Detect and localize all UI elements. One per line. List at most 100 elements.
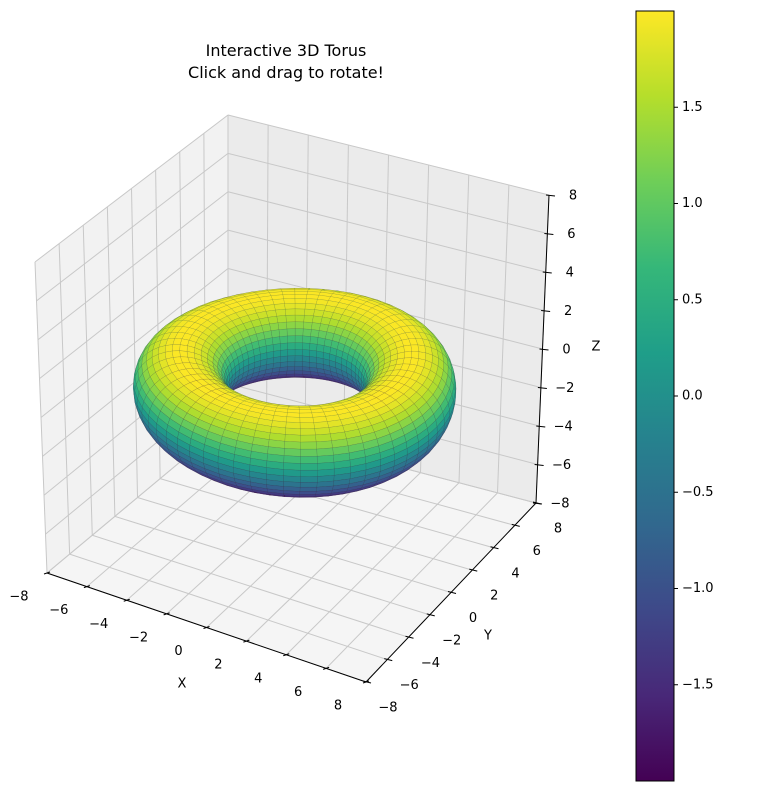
- surface-patch: [195, 418, 212, 432]
- surface-patch: [294, 321, 304, 329]
- surface-patch: [299, 417, 314, 423]
- surface-patch: [305, 298, 318, 305]
- z-tick-mark: [541, 310, 551, 312]
- surface-patch: [284, 441, 301, 450]
- pane-floor: [47, 422, 536, 682]
- surface-patch: [179, 344, 188, 352]
- z-tick-label: −4: [554, 420, 573, 435]
- surface-patch: [309, 343, 318, 352]
- surface-patch: [313, 421, 329, 429]
- grid-line: [458, 174, 470, 483]
- surface-patch: [281, 291, 296, 295]
- surface-patch: [294, 370, 303, 375]
- surface-patch: [286, 412, 300, 418]
- surface-patch: [302, 355, 310, 363]
- z-axis-label: Z: [592, 340, 601, 355]
- surface-patch: [285, 421, 301, 429]
- surface-patch: [404, 351, 412, 359]
- surface-patch: [280, 342, 288, 351]
- y-tick-label: 8: [554, 522, 562, 537]
- surface-patch: [300, 469, 318, 477]
- surface-patch: [286, 321, 296, 330]
- y-tick-mark: [490, 546, 499, 550]
- surface-patch: [287, 335, 296, 344]
- grid-line: [137, 497, 452, 593]
- surface-patch: [294, 349, 303, 356]
- surface-patch: [272, 343, 281, 352]
- surface-patch: [302, 335, 311, 344]
- surface-patch: [299, 481, 318, 488]
- surface-patch: [312, 416, 328, 423]
- surface-patch: [321, 407, 336, 413]
- x-tick-mark: [43, 571, 51, 575]
- torus-surface[interactable]: [133, 288, 457, 498]
- surface-patch: [302, 361, 310, 368]
- surface-patch: [287, 355, 296, 362]
- z-tick-label: −6: [552, 458, 571, 473]
- surface-patch: [303, 321, 313, 330]
- surface-patch: [312, 315, 323, 324]
- surface-patch: [179, 350, 188, 358]
- surface-patch: [283, 298, 296, 304]
- y-tick-label: 6: [533, 544, 541, 559]
- surface-patch: [285, 314, 296, 323]
- y-tick-label: −2: [442, 633, 461, 648]
- surface-patch: [226, 416, 244, 428]
- surface-patch: [208, 424, 225, 437]
- x-tick-label: 8: [334, 699, 342, 714]
- surface-patch: [302, 349, 310, 357]
- surface-patch: [315, 440, 333, 450]
- surface-patch: [309, 349, 317, 358]
- x-tick-mark: [203, 626, 210, 629]
- surface-patch: [172, 406, 188, 420]
- surface-patch: [300, 476, 318, 483]
- surface-patch: [310, 408, 324, 414]
- surface-patch: [283, 455, 301, 464]
- surface-patch: [309, 336, 319, 345]
- grid-line: [325, 492, 498, 669]
- surface-patch: [294, 355, 303, 362]
- x-tick-mark: [83, 585, 91, 589]
- surface-patch: [294, 342, 303, 350]
- surface-patch: [294, 303, 306, 310]
- y-tick-label: −8: [378, 701, 397, 716]
- colorbar-tick-label: 0.0: [682, 389, 703, 404]
- surface-patch: [270, 294, 284, 300]
- surface-patch: [298, 406, 311, 410]
- z-tick-mark: [544, 233, 554, 235]
- x-tick-mark: [123, 598, 130, 602]
- surface-patch: [272, 336, 281, 345]
- surface-patch: [210, 388, 226, 396]
- surface-patch: [300, 434, 317, 443]
- x-tick-label: −8: [9, 590, 28, 605]
- colorbar-tick-label: −0.5: [682, 485, 714, 500]
- z-tick-mark: [539, 348, 549, 351]
- surface-patch: [286, 416, 301, 423]
- colorbar-tick-label: −1.5: [682, 677, 714, 692]
- grid-line: [34, 114, 229, 263]
- z-tick-label: 8: [569, 189, 577, 204]
- surface-patch: [287, 361, 296, 367]
- grid-line: [39, 229, 229, 380]
- surface-patch: [253, 401, 268, 407]
- z-tick-label: −2: [555, 381, 574, 396]
- surface-patch: [217, 407, 234, 418]
- surface-patch: [270, 329, 280, 338]
- surface-patch: [214, 379, 226, 386]
- surface-patch: [198, 412, 215, 425]
- surface-patch: [224, 392, 239, 398]
- x-tick-mark: [283, 653, 290, 657]
- surface-patch: [299, 490, 317, 495]
- x-tick-label: 4: [254, 671, 262, 686]
- surface-patch: [300, 428, 316, 436]
- surface-patch: [303, 315, 314, 323]
- surface-patch: [272, 415, 287, 423]
- grid-line: [159, 478, 473, 571]
- surface-patch: [277, 321, 288, 330]
- z-tick-label: 0: [562, 343, 570, 358]
- surface-patch: [280, 349, 288, 357]
- surface-patch: [286, 366, 295, 372]
- surface-patch: [300, 456, 318, 464]
- surface-patch: [273, 350, 281, 358]
